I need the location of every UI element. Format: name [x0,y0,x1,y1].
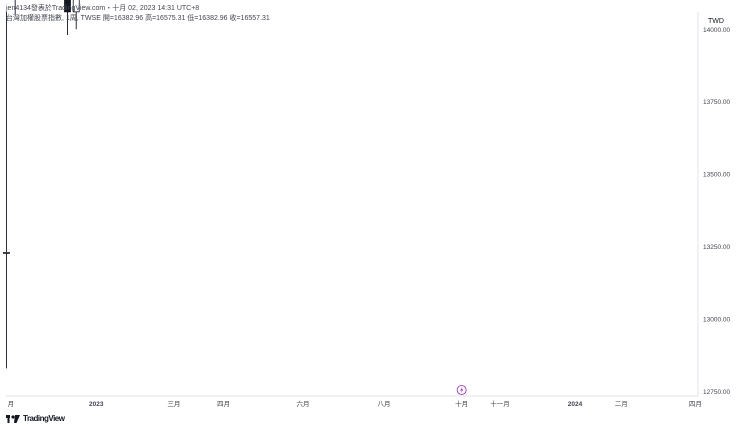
x-tick-label-10: 四月 [689,400,702,408]
x-tick-label-3: 四月 [217,400,230,408]
tradingview-brand: TradingView [23,414,65,423]
x-tick-label-2: 三月 [167,400,180,408]
y-tick-label-15: 14000.00 [703,27,730,34]
x-tick-label-7: 十一月 [490,399,510,408]
y-tick-label-17: 13500.00 [703,172,730,179]
footer: TradingView [6,414,65,423]
symbol-info: 台灣加權股票指數, 1周, TWSE 開=16382.96 高=16575.31… [6,15,270,22]
y-tick-label-20: 12750.00 [703,389,730,396]
x-tick-label-5: 八月 [378,400,391,408]
x-tick-label-1: 2023 [89,401,104,408]
tradingview-logo-icon [6,414,20,423]
x-tick-label-4: 六月 [296,399,309,408]
x-tick-label-6: 十月 [455,399,468,408]
candle-body[interactable] [64,0,71,13]
publish-info: jen4134發表於TradingView.com・十月 02, 2023 14… [6,5,200,12]
lightning-icon [460,386,464,394]
x-tick-label-0: 月 [8,400,15,408]
currency-label: TWD [708,18,724,25]
candle-body[interactable] [3,251,10,254]
y-tick-label-16: 13750.00 [703,99,730,106]
candle-body[interactable] [72,0,80,13]
y-tick-label-19: 13000.00 [703,317,730,324]
x-tick-label-8: 2024 [568,401,583,408]
y-tick-label-18: 13250.00 [703,244,730,251]
x-tick-label-9: 二月 [615,400,628,408]
chart-header: jen4134發表於TradingView.com・十月 02, 2023 14… [6,4,270,24]
